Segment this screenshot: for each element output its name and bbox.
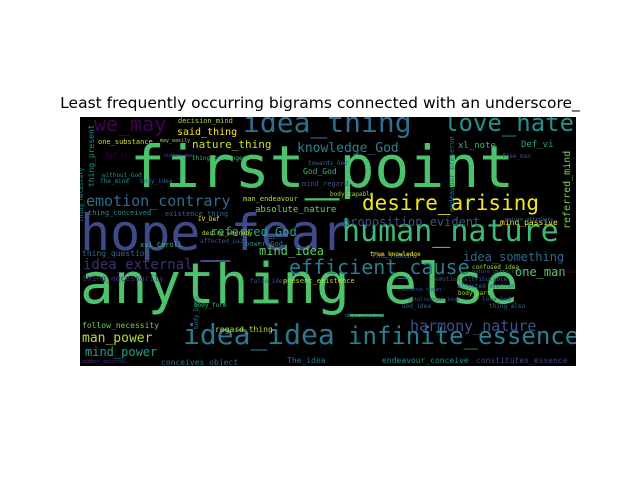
- word-thing-conceived: thing_conceived: [88, 209, 151, 217]
- word-cloud: first_point anything_elsehope_fearhuman_n…: [80, 117, 576, 366]
- word-one-substance: one_substance: [98, 138, 153, 146]
- word-power-god: power_God: [245, 240, 283, 248]
- word-without-god: without_God: [102, 172, 142, 179]
- word-xl-note: xl_note: [458, 141, 496, 151]
- word-idea-idea: idea_idea: [183, 318, 335, 352]
- word-mind-idea: mind_idea: [259, 244, 324, 258]
- word-def-vi: Def_vi: [521, 140, 554, 150]
- word-intellectual-love: intellectual_love: [408, 297, 459, 303]
- word-idea-thing: idea_thing: [243, 117, 412, 140]
- word-body-form: body_form: [194, 302, 227, 309]
- word-affected-emotion: affected_emotion: [457, 283, 515, 290]
- word-said-thing: said_thing: [177, 127, 237, 138]
- word-idea-something: idea_something: [463, 250, 564, 264]
- word-regard-thing: regard_thing: [215, 325, 273, 334]
- word-human-nature: human_nature: [342, 214, 559, 249]
- word-present-existence: present_existence: [283, 277, 355, 285]
- word-referred-god: referred_God: [210, 225, 297, 239]
- word-endeavour-preserve: endeavour_preserve: [448, 136, 456, 212]
- word-desire-whereby: desire_whereby: [202, 230, 253, 237]
- word-idea-external: idea_external: [83, 257, 193, 273]
- word-god-idea: God_idea: [402, 303, 431, 310]
- word-emotion-attributable: emotion_attributable: [435, 276, 508, 283]
- word-conceives-object: conceives_object: [161, 358, 238, 366]
- word-anything-else: anything_else: [80, 252, 518, 317]
- word-existence-thing: existence_thing: [165, 210, 228, 218]
- word-mind-passive: mind_passive: [500, 218, 558, 227]
- word-the-mind: The_mind: [100, 178, 129, 185]
- word-absolute-nature: absolute_nature: [255, 205, 336, 215]
- word-true-knowledge: true_knowledge: [370, 251, 421, 258]
- word-body-part: body_part: [458, 290, 491, 297]
- word-number-man: number_man: [164, 153, 194, 159]
- chart-title: Least frequently occurring bigrams conne…: [60, 94, 580, 112]
- word-cause-effect: cause_effect: [560, 268, 576, 275]
- word-essence-human: essence_human: [402, 287, 441, 293]
- word-body-body: body_body: [193, 296, 200, 329]
- word-free-man: free_man: [502, 153, 531, 160]
- word-infinite-essence: infinite_essence: [348, 322, 576, 350]
- word-one-man: one_man: [515, 265, 566, 279]
- word-man-endeavour: man_endeavour: [243, 195, 298, 203]
- word-follow-necessity: follow_necessity: [82, 321, 159, 330]
- word-efficient-cause: efficient_cause: [289, 255, 470, 279]
- word-confused-idea: confused_idea: [472, 264, 519, 271]
- word-body-capable: body_capable: [330, 191, 374, 198]
- word-towards-god: towards_God: [308, 160, 348, 167]
- word-love-god: love_God: [482, 296, 511, 303]
- word-mind-regard: mind_regard: [302, 180, 348, 188]
- word-emotion-contrary: emotion_contrary: [86, 192, 231, 210]
- word-thing-contingent: thing_contingent: [192, 155, 250, 162]
- word-number-external: number_external: [82, 359, 127, 365]
- word-nature-attribute: nature_attribute: [505, 217, 553, 223]
- word-thing-necessary: thing_necessary: [80, 167, 85, 222]
- word-mind-power: mind_power: [85, 345, 157, 359]
- word-endeavour-conceive: endeavour_conceive: [382, 356, 469, 365]
- word-knowledge-god: knowledge_God: [297, 141, 399, 156]
- word-body-idea: body_idea: [140, 178, 173, 185]
- word-hope-fear: hope_fear: [80, 204, 351, 262]
- word-desire-arising: desire_arising: [362, 191, 539, 215]
- word-constitutes-essence: constitutes_essence: [476, 356, 568, 365]
- word-thing-also: thing_also: [489, 303, 526, 310]
- word-nature-thing: nature_thing: [192, 138, 271, 151]
- word-god-god: God_God: [303, 167, 337, 176]
- word-man-power: man_power: [82, 331, 153, 346]
- word-nature-perfection: nature_perfection: [472, 269, 523, 275]
- word-first-point: first_point: [130, 133, 514, 201]
- word-def-vi: Def_vi: [106, 152, 128, 159]
- word-love-hate: love_hate: [444, 117, 574, 137]
- word-the-human: The_human: [371, 251, 415, 260]
- word-xvi-coroll: xvi_Coroll: [140, 241, 182, 249]
- word-decision-mind: decision_mind: [178, 117, 233, 125]
- word-proposition-evident: proposition_evident: [343, 215, 480, 229]
- word-object-hatred: object_hatred: [345, 313, 384, 319]
- word-the-idea: The_idea: [287, 356, 326, 365]
- word-affected-pain: affected_pain: [200, 238, 247, 245]
- word-harmony-nature: harmony_nature: [410, 317, 536, 335]
- word-iv-def: IV_Def: [198, 216, 220, 223]
- word-may-easily: may_easily: [160, 138, 190, 144]
- word-referred-mind: referred_mind: [562, 151, 573, 229]
- word-thing-present: thing_present: [87, 124, 96, 187]
- word-thing-necessarily: thing_necessarily: [82, 274, 164, 283]
- word-false-idea: false_idea: [250, 278, 287, 285]
- cloud-background: [80, 117, 576, 366]
- word-thing-question: thing_question: [82, 249, 150, 258]
- word-we-may: we_may: [94, 117, 166, 136]
